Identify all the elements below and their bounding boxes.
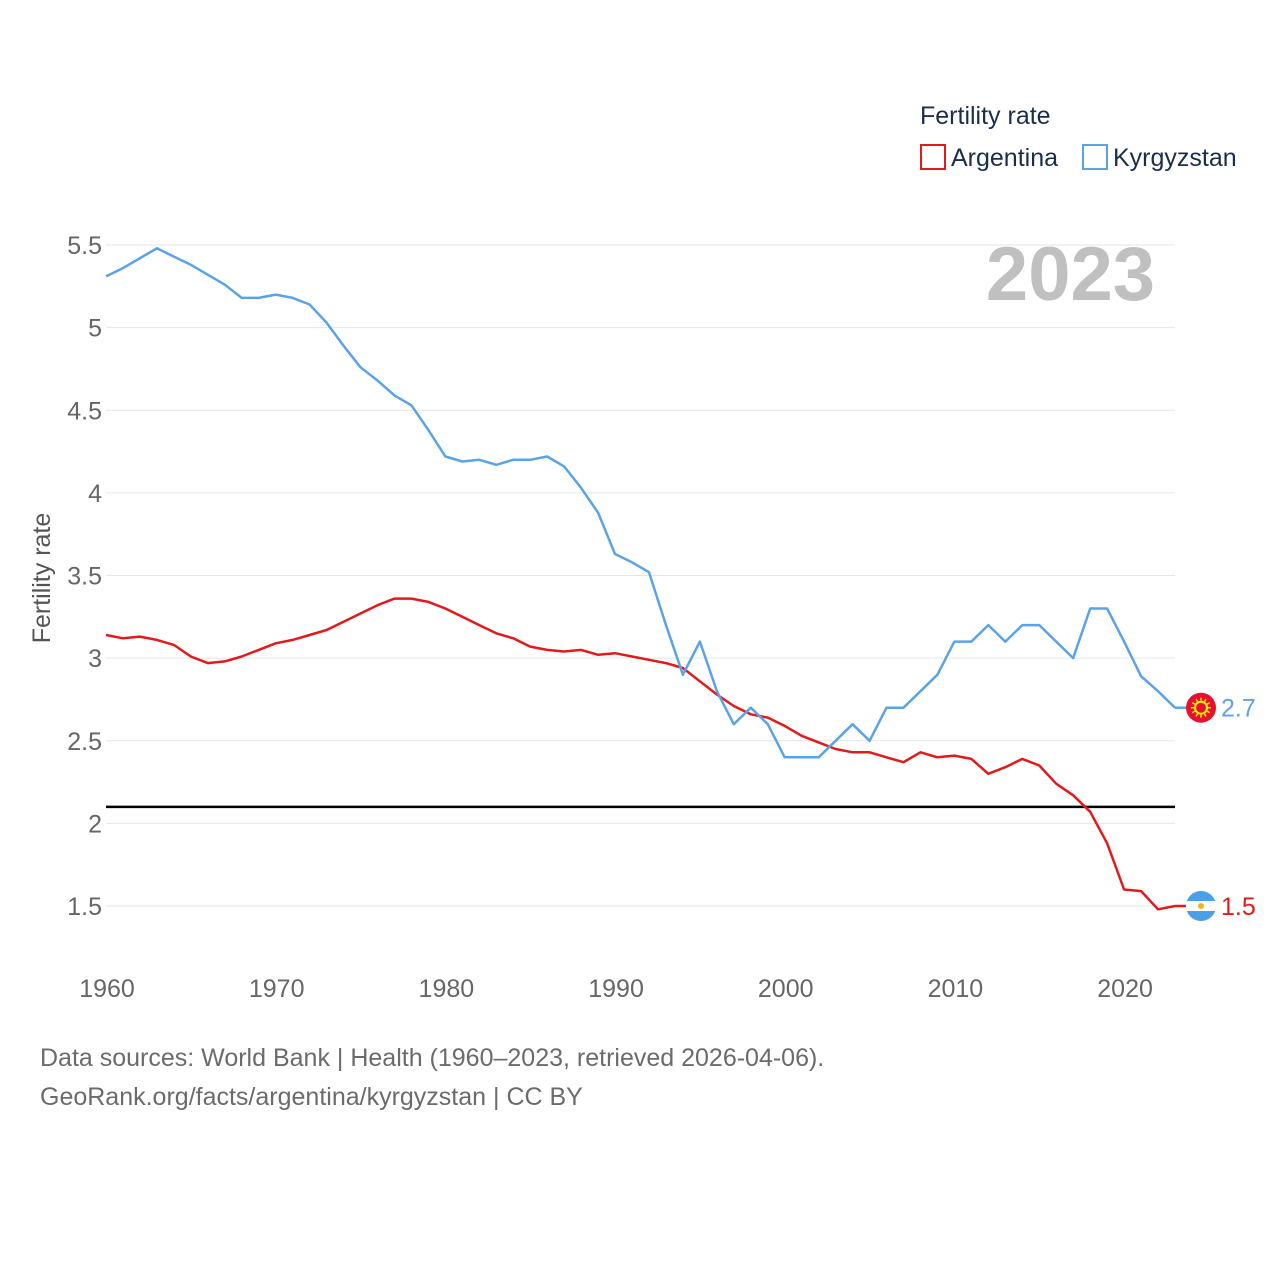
- y-axis-ticks: 1.5 2 2.5 3 3.5 4 4.5 5 5.5: [67, 232, 102, 921]
- legend-item-kyrgyzstan[interactable]: Kyrgyzstan: [1082, 144, 1237, 172]
- y-tick-label: 4.5: [67, 397, 102, 425]
- y-tick-label: 5.5: [67, 232, 102, 260]
- footer-link[interactable]: GeoRank.org/facts/argentina/kyrgyzstan |…: [40, 1083, 583, 1111]
- y-tick-label: 2: [88, 810, 102, 838]
- y-tick-label: 4: [88, 480, 102, 508]
- end-value-label: 1.5: [1221, 893, 1256, 921]
- x-tick-label: 1980: [419, 975, 475, 1003]
- series-line-kyrgyzstan: [105, 247, 1176, 759]
- argentina-flag-icon: [1186, 891, 1216, 921]
- year-label: 2023: [986, 232, 1155, 317]
- series-line-argentina: [105, 597, 1176, 911]
- x-tick-label: 1990: [588, 975, 644, 1003]
- end-value-label: 2.7: [1221, 695, 1256, 723]
- x-axis-ticks: 1960 1970 1980 1990 2000 2010 2020: [79, 975, 1153, 1003]
- legend-item-argentina[interactable]: Argentina: [920, 144, 1058, 172]
- y-axis-label: Fertility rate: [28, 513, 56, 644]
- x-tick-label: 2020: [1097, 975, 1153, 1003]
- legend-swatch: [920, 144, 946, 170]
- end-markers: 1.5 2.7: [1175, 692, 1256, 921]
- footer-sources: Data sources: World Bank | Health (1960–…: [40, 1044, 825, 1072]
- y-tick-label: 5: [88, 315, 102, 343]
- y-tick-label: 1.5: [67, 893, 102, 921]
- legend-swatch: [1082, 144, 1108, 170]
- y-tick-label: 2.5: [67, 728, 102, 756]
- y-tick-label: 3.5: [67, 563, 102, 591]
- x-tick-label: 2010: [928, 975, 984, 1003]
- legend: Argentina Kyrgyzstan: [920, 144, 1237, 172]
- series-lines: [105, 247, 1176, 911]
- legend-label: Argentina: [951, 144, 1058, 172]
- legend-label: Kyrgyzstan: [1113, 144, 1237, 172]
- x-tick-label: 1970: [249, 975, 305, 1003]
- x-tick-label: 1960: [79, 975, 135, 1003]
- gridlines: [106, 244, 1175, 907]
- kyrgyzstan-flag-icon: [1186, 692, 1216, 723]
- y-tick-label: 3: [88, 645, 102, 673]
- x-tick-label: 2000: [758, 975, 814, 1003]
- legend-title: Fertility rate: [920, 102, 1051, 130]
